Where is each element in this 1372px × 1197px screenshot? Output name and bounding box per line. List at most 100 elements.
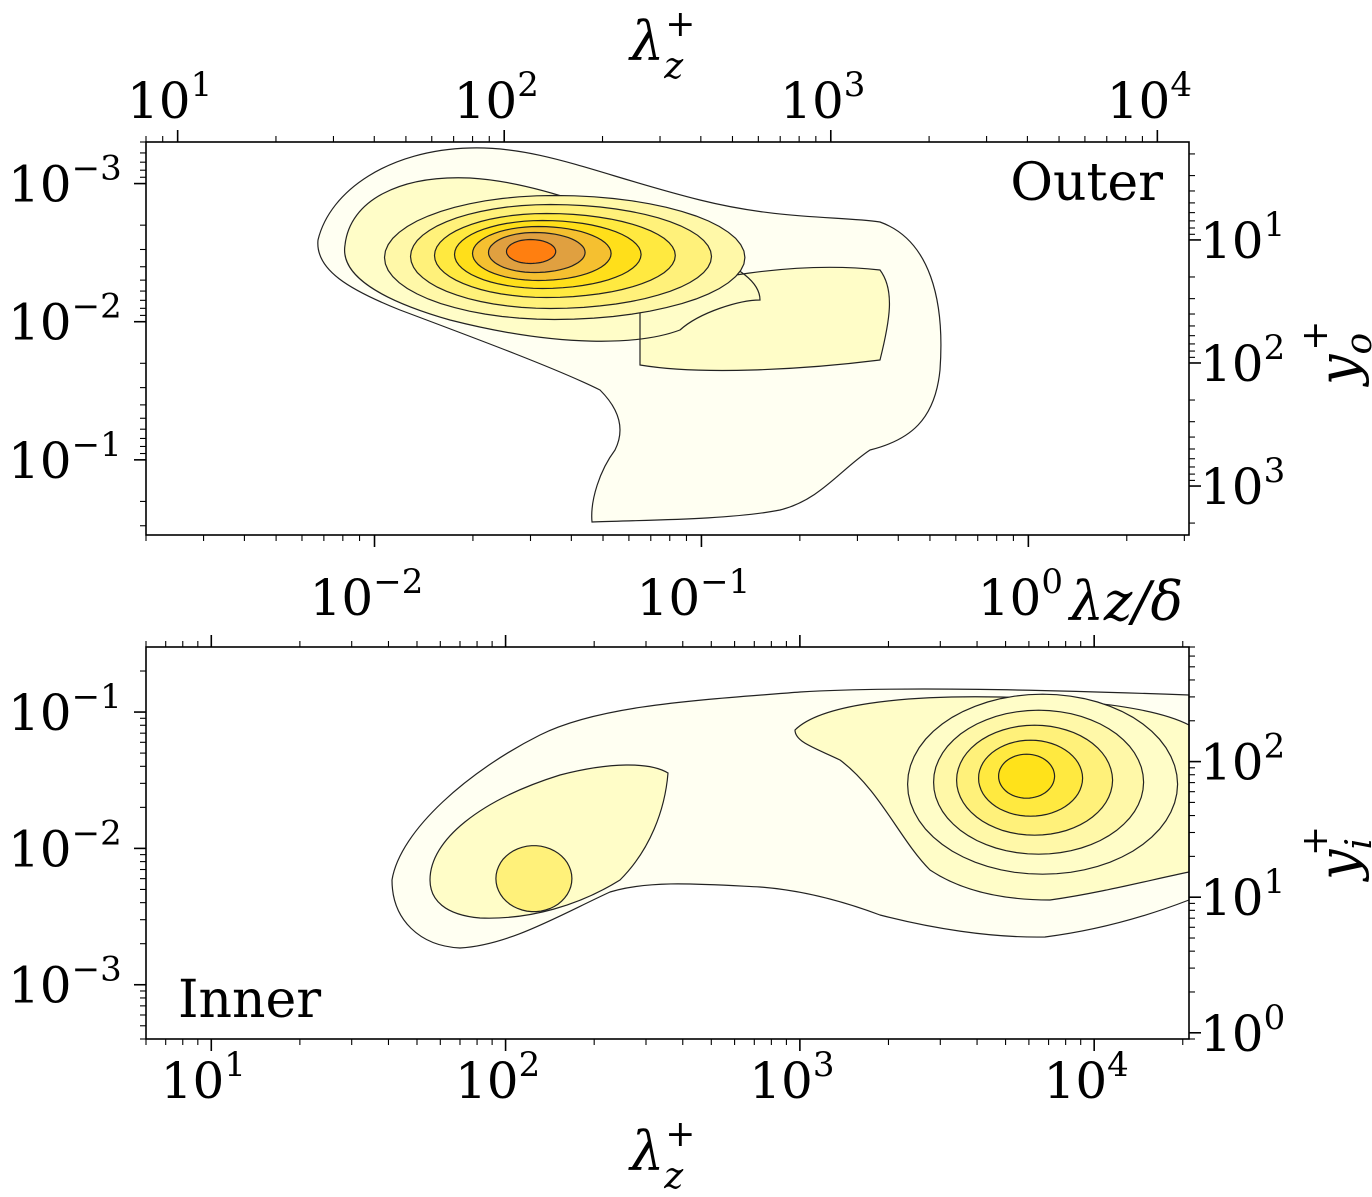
inner-y-right-tick-label-base: 10	[1200, 734, 1264, 792]
outer-right-axis-title: yo+	[1295, 321, 1372, 387]
outer-y-right-tick-label: 103	[1200, 451, 1285, 516]
outer-y-right-tick-label-base: 10	[1200, 458, 1264, 516]
inner-panel-label: Inner	[178, 970, 321, 1030]
inner-x-bottom-tick-label-exp: 3	[813, 1045, 835, 1085]
inner-contour-level-7	[997, 753, 1056, 799]
outer-x-top-tick-label-exp: 4	[1170, 65, 1192, 105]
outer-x-bottom-tick-label-exp: −2	[373, 562, 423, 602]
outer-x-bottom-tick-label: 10−2	[310, 562, 424, 627]
outer-right-axis-title-sup: +	[1295, 321, 1336, 351]
inner-x-bottom-tick-label: 102	[455, 1045, 540, 1110]
inner-x-bottom-tick-label-base: 10	[749, 1052, 813, 1110]
outer-x-top-tick-label-base: 10	[127, 72, 191, 130]
outer-y-left-tick-label-base: 10	[8, 294, 72, 352]
outer-x-bottom-tick-label-exp: 0	[1041, 562, 1063, 602]
inner-x-bottom-tick-label-base: 10	[455, 1052, 519, 1110]
inner-bottom-axis-title: λz+	[628, 1114, 695, 1197]
outer-x-bottom-tick-label-exp: −1	[700, 562, 750, 602]
inner-right-axis-title-main: y	[1307, 848, 1370, 882]
outer-plot-frame	[145, 141, 1190, 536]
inner-right-axis-title-sup: +	[1295, 826, 1336, 856]
outer-x-bottom-tick-label-base: 10	[310, 569, 374, 627]
inner-plot-frame	[145, 646, 1190, 1040]
outer-y-left-tick-label: 10−3	[8, 149, 122, 214]
inner-contour-peak-small	[495, 845, 573, 913]
outer-y-left-tick-label-exp: −3	[72, 149, 122, 189]
inner-x-bottom-tick-label-exp: 4	[1107, 1045, 1129, 1085]
outer-y-right-tick-label-exp: 1	[1264, 205, 1286, 245]
inner-y-right-tick-label-base: 10	[1200, 1005, 1264, 1063]
outer-right-axis-title-sub: o	[1339, 333, 1372, 355]
inner-bottom-axis-title-sup: +	[665, 1114, 695, 1155]
outer-top-axis-title-sup: +	[665, 4, 695, 45]
outer-axis-ticks	[134, 130, 1201, 547]
outer-top-axis-title: λz+	[628, 4, 695, 87]
inner-contour-field	[391, 688, 1190, 949]
outer-x-bottom-tick-label: 10−1	[637, 562, 751, 627]
outer-x-top-tick-label-exp: 2	[517, 65, 539, 105]
inner-y-right-tick-label: 101	[1200, 862, 1285, 927]
outer-y-right-tick-label-base: 10	[1200, 335, 1264, 393]
outer-y-right-tick-label-exp: 3	[1264, 451, 1286, 491]
outer-right-axis-title-main: y	[1307, 353, 1370, 387]
inner-x-bottom-tick-label: 103	[749, 1045, 834, 1110]
outer-y-left-tick-label-exp: −1	[72, 425, 122, 465]
inner-x-bottom-tick-label-base: 10	[1044, 1052, 1108, 1110]
outer-contour-level-9	[505, 238, 557, 265]
outer-y-left-tick-label-exp: −2	[72, 287, 122, 327]
inner-contour-level-2a	[429, 764, 669, 919]
inner-y-left-tick-label-exp: −1	[72, 677, 122, 717]
inner-y-right-tick-label-exp: 1	[1264, 862, 1286, 902]
inner-x-bottom-tick-label: 101	[161, 1045, 246, 1110]
inner-y-left-tick-label: 10−2	[8, 813, 122, 878]
outer-x-top-tick-label-base: 10	[1107, 72, 1171, 130]
outer-y-right-tick-label: 101	[1200, 205, 1285, 270]
outer-x-top-tick-label-exp: 1	[191, 65, 213, 105]
inner-y-left-tick-label-base: 10	[8, 684, 72, 742]
inner-bottom-axis-title-sub: z	[663, 1156, 684, 1197]
inner-axis-ticks	[134, 635, 1201, 1051]
outer-x-top-tick-label-exp: 3	[844, 65, 866, 105]
outer-y-left-tick-label: 10−1	[8, 425, 122, 490]
inner-y-left-tick-label-base: 10	[8, 957, 72, 1015]
inner-x-bottom-tick-label-exp: 2	[519, 1045, 541, 1085]
inner-right-axis-title-sub: i	[1339, 838, 1372, 850]
outer-y-left-tick-label-base: 10	[8, 432, 72, 490]
outer-y-right-tick-label-exp: 2	[1264, 328, 1286, 368]
outer-x-bottom-tick-label: 100	[978, 562, 1063, 627]
outer-y-right-tick-label: 102	[1200, 328, 1285, 393]
inner-y-right-tick-label-exp: 0	[1264, 998, 1286, 1038]
outer-top-axis-title-sub: z	[663, 46, 684, 87]
outer-x-top-tick-label-base: 10	[454, 72, 518, 130]
outer-x-bottom-tick-label-base: 10	[978, 569, 1042, 627]
outer-x-top-tick-label: 102	[454, 65, 539, 130]
inner-y-left-tick-label-exp: −3	[72, 950, 122, 990]
outer-bottom-axis-title: λz/δ	[1068, 570, 1183, 633]
inner-y-left-tick-label-base: 10	[8, 820, 72, 878]
inner-bottom-axis-title-main: λ	[628, 1120, 664, 1183]
outer-x-top-tick-label: 104	[1107, 65, 1192, 130]
inner-y-right-tick-label-exp: 2	[1264, 727, 1286, 767]
outer-y-right-tick-label-base: 10	[1200, 212, 1264, 270]
inner-y-right-tick-label: 102	[1200, 727, 1285, 792]
inner-y-left-tick-label-exp: −2	[72, 813, 122, 853]
inner-y-right-tick-label-base: 10	[1200, 869, 1264, 927]
inner-y-left-tick-label: 10−1	[8, 677, 122, 742]
inner-y-left-tick-label: 10−3	[8, 950, 122, 1015]
outer-x-top-tick-label-base: 10	[780, 72, 844, 130]
outer-x-top-tick-label: 103	[780, 65, 865, 130]
outer-contour-field	[317, 147, 942, 523]
outer-x-top-tick-label: 101	[127, 65, 212, 130]
outer-y-left-tick-label-base: 10	[8, 156, 72, 214]
inner-y-right-tick-label: 100	[1200, 998, 1285, 1063]
outer-x-bottom-tick-label-base: 10	[637, 569, 701, 627]
outer-y-left-tick-label: 10−2	[8, 287, 122, 352]
inner-x-bottom-tick-label: 104	[1044, 1045, 1129, 1110]
inner-right-axis-title: yi+	[1295, 826, 1372, 882]
inner-x-bottom-tick-label-exp: 1	[224, 1045, 246, 1085]
